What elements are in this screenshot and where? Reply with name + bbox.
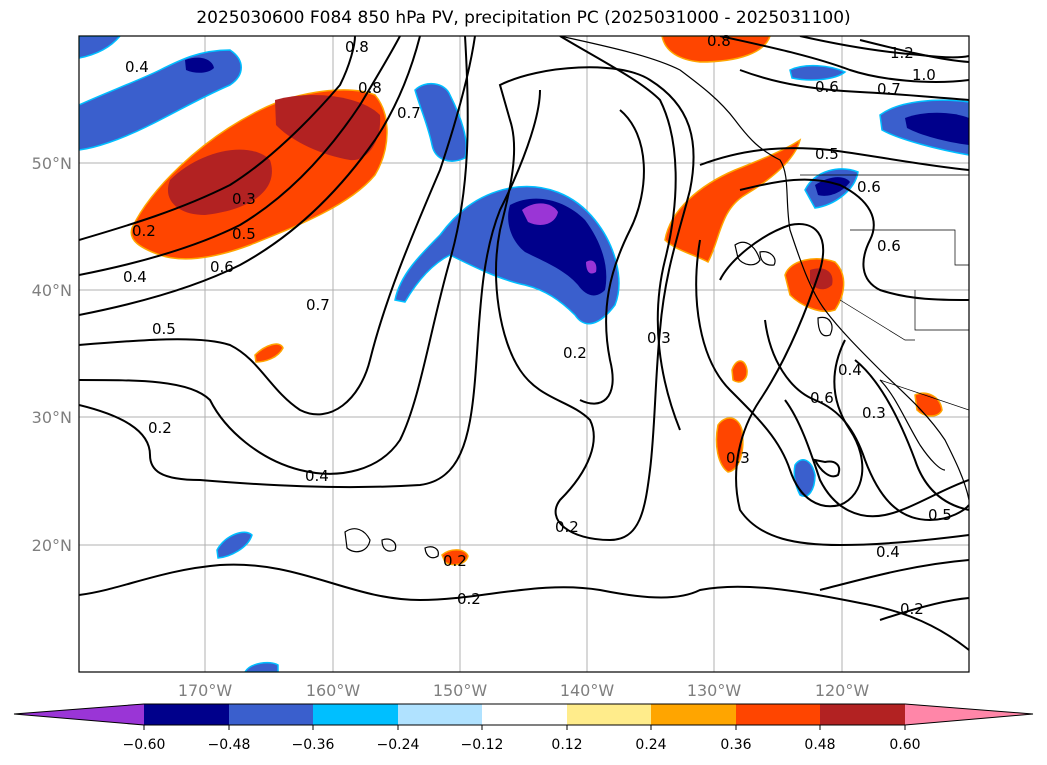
colorbar: −0.60 −0.48 −0.36 −0.24 −0.12 0.12 0.24 … — [13, 703, 1034, 753]
contour-label: 0.6 — [857, 178, 881, 196]
precip-region-hawaii-west — [216, 531, 253, 559]
contour-label: 0.5 — [232, 225, 256, 243]
contour-label: 0.7 — [877, 80, 901, 98]
lon-label: 120°W — [815, 681, 870, 700]
contour-label: 0.2 — [132, 222, 156, 240]
precip-region-30n-128w — [715, 417, 744, 473]
contour-label: 0.4 — [305, 467, 329, 485]
contour-label: 0.4 — [125, 58, 149, 76]
contour-label: 0.3 — [647, 329, 671, 347]
political-borders — [800, 174, 969, 411]
contour-label: 0.5 — [928, 506, 952, 524]
contour-label: 1.2 — [890, 44, 914, 62]
contour-label: 0.5 — [152, 320, 176, 338]
contour-label: 0.7 — [397, 104, 421, 122]
contour-label: 0.4 — [838, 361, 862, 379]
colorbar-segment — [313, 704, 398, 725]
precip-region-hawaii — [441, 549, 469, 566]
map-frame-bg — [79, 36, 969, 672]
colorbar-segment — [398, 704, 482, 725]
precip-region-top-right — [789, 64, 847, 81]
colorbar-extend-max — [905, 704, 1033, 725]
contour-label: 0.5 — [815, 145, 839, 163]
contour-label: 0.2 — [563, 344, 587, 362]
map-border — [78, 35, 970, 673]
lon-label: 130°W — [687, 681, 742, 700]
precip-region-36n-165w — [254, 343, 284, 363]
contour-label: 0.7 — [306, 296, 330, 314]
contour-label: 0.4 — [123, 268, 147, 286]
colorbar-tick-label: −0.12 — [461, 737, 504, 753]
contour-label: 0.4 — [876, 543, 900, 561]
precip-region-pacific-northwest — [664, 138, 802, 264]
lon-label: 150°W — [433, 681, 488, 700]
colorbar-segment — [651, 704, 736, 725]
longitude-labels: 170°W 160°W 150°W 140°W 130°W 120°W — [178, 681, 870, 700]
contour-label: 0.3 — [232, 190, 256, 208]
precip-region-26n-124w — [793, 459, 816, 497]
colorbar-segment — [567, 704, 651, 725]
precip-positive-regions — [130, 36, 943, 566]
colorbar-tick-label: 0.24 — [635, 737, 666, 753]
contour-label: 0.6 — [210, 258, 234, 276]
contour-label: 0.8 — [358, 79, 382, 97]
contour-label: 0.8 — [345, 38, 369, 56]
contour-label: 0.3 — [726, 449, 750, 467]
lon-label: 170°W — [178, 681, 233, 700]
precip-negative-regions — [79, 36, 969, 672]
lat-label: 50°N — [32, 154, 72, 173]
contour-label: 0.2 — [148, 419, 172, 437]
precip-peak-central-low-2 — [586, 260, 597, 274]
contour-label-group: 0.4 0.8 0.7 0.8 0.8 1.2 1.0 0.6 0.7 0.5 … — [123, 32, 952, 618]
colorbar-tick-label: 0.48 — [804, 737, 835, 753]
colorbar-tick-label: 0.36 — [720, 737, 751, 753]
colorbar-tick-marks — [143, 725, 906, 730]
precip-core-northwest — [185, 57, 214, 73]
contour-label: 0.2 — [443, 552, 467, 570]
coastlines — [344, 36, 969, 559]
precip-region-northeast-top — [661, 36, 771, 63]
pv-contours — [79, 36, 969, 651]
colorbar-tick-label: −0.36 — [292, 737, 335, 753]
lon-label: 160°W — [306, 681, 361, 700]
contour-label: 0.3 — [862, 404, 886, 422]
contour-label: 1.0 — [912, 66, 936, 84]
precip-region-52n-150w — [414, 83, 468, 162]
contour-label: 0.2 — [555, 518, 579, 536]
colorbar-tick-label: 0.60 — [889, 737, 920, 753]
colorbar-segment — [144, 704, 229, 725]
colorbar-segment — [482, 704, 567, 725]
contour-label: 0.6 — [815, 78, 839, 96]
colorbar-tick-label: 0.12 — [551, 737, 582, 753]
plot-title: 2025030600 F084 850 hPa PV, precipitatio… — [196, 8, 851, 28]
precip-peak-central-low-1 — [522, 203, 558, 225]
precip-region-northwest-corner — [79, 49, 242, 151]
colorbar-extend-min — [14, 704, 144, 725]
colorbar-segment — [229, 704, 313, 725]
colorbar-tick-label: −0.48 — [208, 737, 251, 753]
lat-label: 20°N — [32, 536, 72, 555]
precip-region-34n-128w — [731, 360, 748, 383]
contour-label: 0.6 — [810, 389, 834, 407]
contour-label: 0.6 — [877, 237, 901, 255]
latitude-labels: 50°N 40°N 30°N 20°N — [32, 154, 72, 555]
lon-label: 140°W — [560, 681, 615, 700]
lat-label: 30°N — [32, 408, 72, 427]
contour-label: 0.2 — [457, 590, 481, 608]
colorbar-segment — [736, 704, 820, 725]
colorbar-segment — [820, 704, 905, 725]
contour-label: 0.2 — [900, 600, 924, 618]
lat-label: 40°N — [32, 281, 72, 300]
precip-core-northeast — [905, 112, 969, 145]
precip-core-gulf-of-alaska-2 — [275, 95, 381, 161]
colorbar-tick-label: −0.24 — [377, 737, 420, 753]
precip-region-bottom-left — [244, 661, 279, 672]
contour-label: 0.8 — [707, 32, 731, 50]
precip-core-gulf-of-alaska — [167, 149, 272, 215]
colorbar-tick-label: −0.60 — [123, 737, 166, 753]
